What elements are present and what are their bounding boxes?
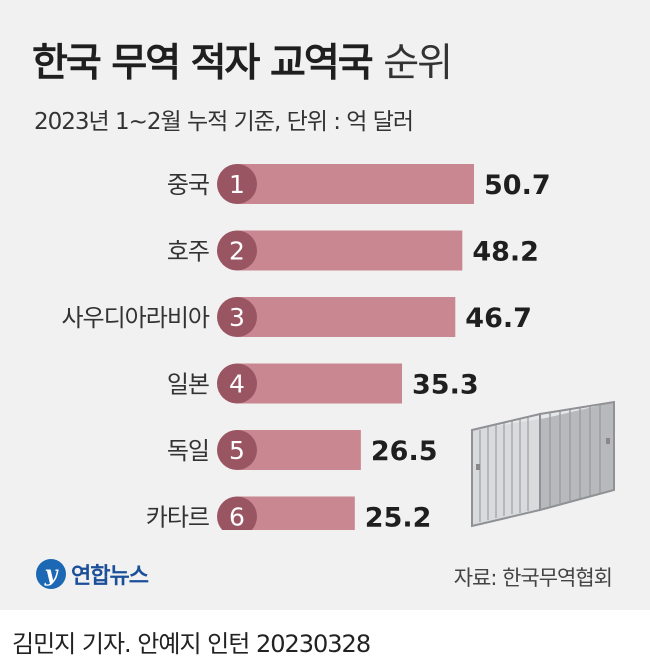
bar-row: 6 카타르 25.2 — [146, 496, 432, 531]
rank-badge — [217, 164, 257, 204]
category-label: 독일 — [167, 437, 209, 465]
category-label: 사우디아라비아 — [61, 304, 209, 332]
value-label: 48.2 — [472, 237, 539, 268]
title-bold: 한국 무역 적자 교역국 — [32, 41, 374, 86]
rank-label: 4 — [229, 370, 245, 399]
value-label: 26.5 — [371, 436, 438, 467]
category-label: 중국 — [167, 171, 209, 199]
rank-badge — [217, 230, 257, 271]
rank-label: 5 — [229, 436, 245, 465]
rank-badge — [217, 297, 257, 337]
logo-text: 연합뉴스 — [71, 564, 149, 589]
bar — [237, 164, 474, 204]
category-label: 호주 — [167, 238, 209, 266]
bar-row: 1 중국 50.7 — [167, 164, 551, 204]
rank-badge — [217, 430, 257, 470]
yonhap-logo: y 연합뉴스 — [36, 558, 149, 590]
bar-row: 5 독일 26.5 — [167, 430, 438, 470]
source-note: 자료: 한국무역협회 — [453, 566, 613, 590]
bar-row: 4 일본 35.3 — [167, 363, 479, 404]
title-light: 순위 — [383, 41, 453, 86]
chart-subtitle: 2023년 1~2월 누적 기준, 단위 : 억 달러 — [34, 109, 414, 135]
credit-line: 김민지 기자. 안예지 인턴 20230328 — [12, 630, 371, 658]
value-label: 50.7 — [484, 170, 551, 201]
rank-label: 1 — [229, 170, 245, 199]
value-label: 25.2 — [365, 503, 432, 531]
bar — [237, 230, 463, 271]
rank-label: 6 — [229, 503, 245, 531]
category-label: 일본 — [167, 371, 209, 399]
bar — [237, 430, 361, 470]
value-label: 35.3 — [412, 370, 479, 401]
chart-title: 한국 무역 적자 교역국 순위 — [32, 32, 453, 88]
bar-chart: 1 중국 50.7 2 호주 48.2 3 사우디아라비아 46.7 4 일본 35.3 5 독일 26.5… — [61, 164, 551, 531]
shipping-container-icon — [471, 400, 615, 528]
rank-badge — [217, 363, 257, 404]
yonhap-logo-icon: y — [36, 559, 66, 589]
bar-row: 2 호주 48.2 — [167, 230, 539, 271]
bar — [237, 363, 403, 404]
bar — [237, 297, 456, 337]
bar-row: 3 사우디아라비아 46.7 — [61, 297, 532, 337]
rank-badge — [217, 496, 257, 530]
category-label: 카타르 — [146, 504, 209, 531]
value-label: 46.7 — [465, 303, 532, 334]
rank-label: 3 — [229, 303, 245, 332]
rank-label: 2 — [229, 237, 245, 266]
